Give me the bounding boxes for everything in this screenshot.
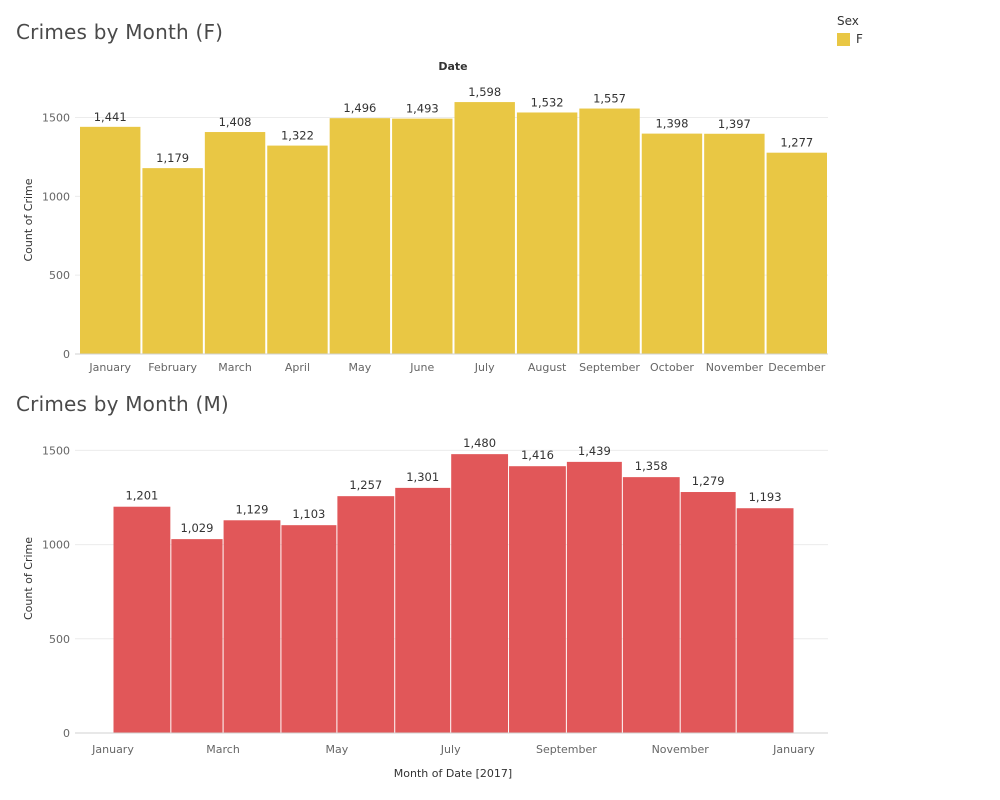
bar-f	[766, 152, 827, 354]
data-label-m: 1,480	[463, 436, 496, 450]
y-tick-label-m: 500	[49, 633, 70, 646]
x-tick-label-f: January	[88, 361, 131, 374]
data-label-f: 1,179	[156, 151, 189, 165]
data-label-m: 1,257	[349, 478, 382, 492]
x-tick-label-m: January	[772, 743, 815, 756]
bar-f	[80, 126, 141, 354]
data-label-m: 1,193	[749, 490, 782, 504]
bar-m	[113, 506, 171, 733]
y-axis-title-f: Count of Crime	[22, 178, 35, 261]
bar-f	[142, 168, 203, 354]
x-tick-label-m: September	[536, 743, 597, 756]
data-label-m: 1,103	[292, 507, 325, 521]
bar-m	[337, 496, 395, 733]
bar-f	[516, 112, 578, 354]
x-tick-label-m: July	[440, 743, 461, 756]
legend-label-f: F	[856, 32, 863, 46]
data-label-f: 1,397	[718, 117, 751, 131]
bar-f	[579, 108, 640, 355]
y-tick-label-f: 0	[63, 348, 70, 361]
y-tick-label-m: 0	[63, 727, 70, 740]
data-label-m: 1,029	[180, 521, 213, 535]
x-tick-label-f: May	[349, 361, 372, 374]
x-tick-label-m: March	[206, 743, 240, 756]
chart-title-f: Crimes by Month (F)	[16, 20, 224, 44]
x-tick-label-f: June	[409, 361, 434, 374]
data-label-f: 1,496	[343, 101, 376, 115]
legend-title: Sex	[837, 14, 859, 28]
bar-m	[680, 492, 736, 733]
bar-m	[509, 466, 566, 733]
x-tick-label-f: November	[706, 361, 764, 374]
data-label-m: 1,439	[578, 444, 611, 458]
bar-m	[451, 454, 509, 733]
column-header-date: Date	[438, 60, 467, 73]
bar-f	[641, 133, 703, 354]
data-label-m: 1,279	[692, 474, 725, 488]
x-tick-label-f: August	[528, 361, 567, 374]
legend-item-f[interactable]: F	[837, 32, 863, 46]
legend[interactable]: Sex F	[837, 14, 863, 46]
bar-m	[171, 539, 223, 733]
data-label-m: 1,416	[521, 448, 554, 462]
data-label-m: 1,129	[236, 502, 269, 516]
chart-title-m: Crimes by Month (M)	[16, 392, 229, 416]
data-label-f: 1,557	[593, 92, 626, 106]
data-label-m: 1,301	[406, 470, 439, 484]
y-tick-label-m: 1000	[42, 539, 70, 552]
data-label-f: 1,441	[94, 110, 127, 124]
y-tick-label-f: 1500	[42, 112, 70, 125]
bar-f	[204, 132, 266, 354]
x-tick-label-f: March	[218, 361, 252, 374]
bar-m	[566, 461, 622, 733]
data-label-m: 1,201	[125, 489, 158, 503]
y-tick-label-m: 1500	[42, 444, 70, 457]
x-tick-label-f: October	[650, 361, 694, 374]
y-tick-label-f: 500	[49, 269, 70, 282]
bar-m	[223, 520, 281, 733]
bar-m	[281, 525, 337, 733]
data-label-f: 1,398	[655, 117, 688, 131]
data-label-f: 1,493	[406, 102, 439, 116]
x-tick-label-f: April	[285, 361, 310, 374]
data-label-f: 1,277	[780, 136, 813, 150]
data-label-f: 1,408	[219, 115, 252, 129]
x-axis-title-m: Month of Date [2017]	[394, 767, 512, 780]
x-tick-label-f: September	[579, 361, 640, 374]
x-tick-label-f: February	[148, 361, 197, 374]
data-label-f: 1,322	[281, 129, 314, 143]
x-tick-label-m: November	[652, 743, 710, 756]
x-tick-label-f: July	[474, 361, 495, 374]
x-tick-label-m: May	[326, 743, 349, 756]
data-label-f: 1,532	[531, 95, 564, 109]
bar-m	[395, 487, 451, 733]
y-axis-title-m: Count of Crime	[22, 537, 35, 620]
bar-m	[622, 477, 680, 733]
data-label-f: 1,598	[468, 85, 501, 99]
bar-f	[454, 102, 515, 354]
bar-f	[329, 118, 391, 354]
x-tick-label-m: January	[91, 743, 134, 756]
bar-f	[704, 133, 765, 354]
bar-m	[736, 508, 794, 733]
bar-f	[267, 145, 328, 354]
legend-swatch-f	[837, 32, 850, 46]
bar-f	[392, 118, 453, 355]
data-label-m: 1,358	[635, 459, 668, 473]
y-tick-label-f: 1000	[42, 190, 70, 203]
x-tick-label-f: December	[768, 361, 826, 374]
